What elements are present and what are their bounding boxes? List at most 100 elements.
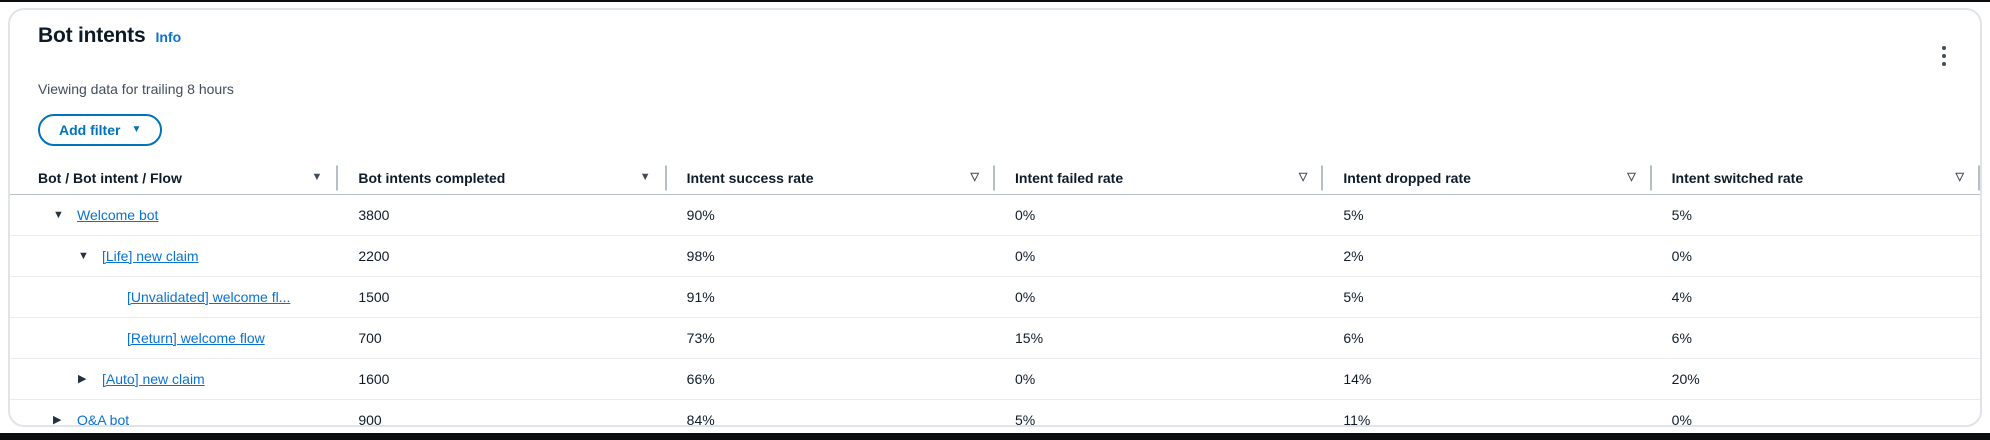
cell-value: 0% [1671, 412, 1692, 427]
column-header-bot-intents-completed[interactable]: Bot intents completed ▼ [338, 161, 666, 194]
table-body: ▼ Welcome bot 3800 90% 0% 5% 5% ▼ [Life] new cla… [10, 195, 1980, 427]
add-filter-button[interactable]: Add filter ▼ [38, 114, 163, 146]
cell-completed: 900 [338, 400, 666, 427]
column-header-label: Intent dropped rate [1343, 169, 1471, 186]
chevron-down-icon: ▼ [131, 124, 142, 135]
row-link-unvalidated-welcome-fl[interactable]: [Unvalidated] welcome fl... [127, 289, 291, 305]
row-link-life-new-claim[interactable]: [Life] new claim [102, 248, 199, 264]
cell-failed: 0% [995, 195, 1323, 235]
cell-completed: 2200 [338, 236, 666, 276]
cell-value: 1600 [358, 371, 390, 387]
column-header-intent-dropped-rate[interactable]: Intent dropped rate ▽ [1323, 161, 1651, 194]
tree-indent [53, 379, 78, 380]
column-header-intent-success-rate[interactable]: Intent success rate ▽ [667, 161, 995, 194]
filter-triangle-filled-icon[interactable]: ▼ [311, 171, 323, 183]
table-row-welcome-bot: ▼ Welcome bot 3800 90% 0% 5% 5% [10, 195, 1980, 235]
cell-value: 98% [686, 248, 715, 264]
cell-value: 14% [1343, 371, 1372, 387]
row-link-q-a-bot[interactable]: Q&A bot [77, 412, 130, 427]
cell-completed: 1600 [338, 359, 666, 399]
row-link-welcome-bot[interactable]: Welcome bot [77, 207, 159, 223]
panel-header: Bot intents Info Viewing data for traili… [10, 10, 1980, 146]
cell-dropped: 14% [1323, 359, 1651, 399]
column-header-label: Bot / Bot intent / Flow [38, 169, 182, 186]
cell-dropped: 11% [1323, 400, 1651, 427]
vertical-ellipsis-icon [1942, 46, 1946, 50]
cell-value: 6% [1343, 330, 1364, 346]
cell-dropped: 5% [1323, 277, 1651, 317]
cell-value: 66% [686, 371, 715, 387]
filter-triangle-outline-icon[interactable]: ▽ [1298, 171, 1308, 183]
cell-value: 900 [358, 412, 382, 427]
cell-dropped: 5% [1323, 195, 1651, 235]
filter-triangle-filled-icon[interactable]: ▼ [639, 171, 651, 183]
table-row-q-a-bot: ▶ Q&A bot 900 84% 5% 11% 0% [10, 399, 1980, 427]
viewing-period-subtitle: Viewing data for trailing 8 hours [38, 81, 234, 97]
cell-failed: 0% [995, 277, 1323, 317]
column-header-intent-failed-rate[interactable]: Intent failed rate ▽ [995, 161, 1323, 194]
triangle-right-icon[interactable]: ▶ [78, 373, 102, 385]
filter-triangle-outline-icon[interactable]: ▽ [1627, 171, 1636, 183]
cell-switched: 20% [1652, 359, 1980, 399]
cell-dropped: 6% [1323, 318, 1651, 358]
table-row-return-welcome-flow: [Return] welcome flow 700 73% 15% 6% 6% [10, 317, 1980, 358]
cell-value: 6% [1671, 330, 1692, 346]
cell-switched: 4% [1652, 277, 1980, 317]
triangle-down-icon[interactable]: ▼ [78, 250, 102, 262]
cell-value: 2200 [358, 248, 390, 264]
column-header-label: Intent switched rate [1671, 169, 1804, 186]
cell-success: 73% [667, 318, 995, 358]
cell-switched: 5% [1652, 195, 1980, 235]
column-header-bot-bot-intent-flow[interactable]: Bot / Bot intent / Flow ▼ [10, 161, 338, 194]
cell-dropped: 2% [1323, 236, 1651, 276]
row-link-auto-new-claim[interactable]: [Auto] new claim [102, 371, 205, 387]
table-row-unvalidated-welcome-fl: [Unvalidated] welcome fl... 1500 91% 0% 5% 4% [10, 276, 1980, 317]
cell-value: 4% [1671, 289, 1692, 305]
cell-success: 98% [667, 236, 995, 276]
cell-success: 90% [667, 195, 995, 235]
cell-switched: 0% [1652, 236, 1980, 276]
cell-value: 90% [686, 207, 715, 223]
column-header-label: Bot intents completed [358, 169, 506, 186]
column-header-intent-switched-rate[interactable]: Intent switched rate ▽ [1652, 161, 1980, 194]
cell-value: 0% [1015, 371, 1036, 387]
cell-value: 11% [1343, 412, 1371, 427]
cell-value: 5% [1343, 289, 1364, 305]
actions-menu-button[interactable] [1936, 38, 1952, 74]
tree-indent [53, 256, 78, 257]
cell-success: 66% [667, 359, 995, 399]
table-row-life-new-claim: ▼ [Life] new claim 2200 98% 0% 2% 0% [10, 235, 1980, 276]
cell-value: 20% [1671, 371, 1700, 387]
table-row-auto-new-claim: ▶ [Auto] new claim 1600 66% 0% 14% 20% [10, 358, 1980, 399]
page-title: Bot intents [38, 24, 146, 47]
tree-cell: ▼ [Life] new claim [10, 236, 338, 276]
filter-triangle-outline-icon[interactable]: ▽ [970, 171, 979, 183]
cell-failed: 0% [995, 236, 1323, 276]
info-link[interactable]: Info [155, 29, 182, 45]
tree-cell: [Unvalidated] welcome fl... [10, 277, 338, 317]
cell-completed: 1500 [338, 277, 666, 317]
tree-cell: ▶ Q&A bot [10, 400, 338, 427]
tree-cell: ▼ Welcome bot [10, 195, 338, 235]
cell-failed: 5% [995, 400, 1323, 427]
cell-failed: 0% [995, 359, 1323, 399]
cell-value: 84% [686, 412, 715, 427]
tree-indent [53, 297, 103, 298]
cell-success: 91% [667, 277, 995, 317]
cell-success: 84% [667, 400, 995, 427]
cell-value: 5% [1343, 207, 1364, 223]
row-link-return-welcome-flow[interactable]: [Return] welcome flow [127, 330, 265, 346]
cell-value: 0% [1015, 207, 1036, 223]
cell-value: 91% [686, 289, 715, 305]
column-header-label: Intent success rate [686, 169, 814, 186]
cell-completed: 700 [338, 318, 666, 358]
filter-triangle-outline-icon[interactable]: ▽ [1955, 171, 1964, 183]
cell-value: 700 [358, 330, 382, 346]
triangle-right-icon[interactable]: ▶ [53, 414, 77, 425]
cell-switched: 6% [1652, 318, 1980, 358]
cell-value: 5% [1015, 412, 1036, 427]
triangle-down-icon[interactable]: ▼ [53, 209, 77, 221]
cell-completed: 3800 [338, 195, 666, 235]
window-edge-top [0, 0, 1990, 2]
tree-indent [53, 338, 103, 339]
